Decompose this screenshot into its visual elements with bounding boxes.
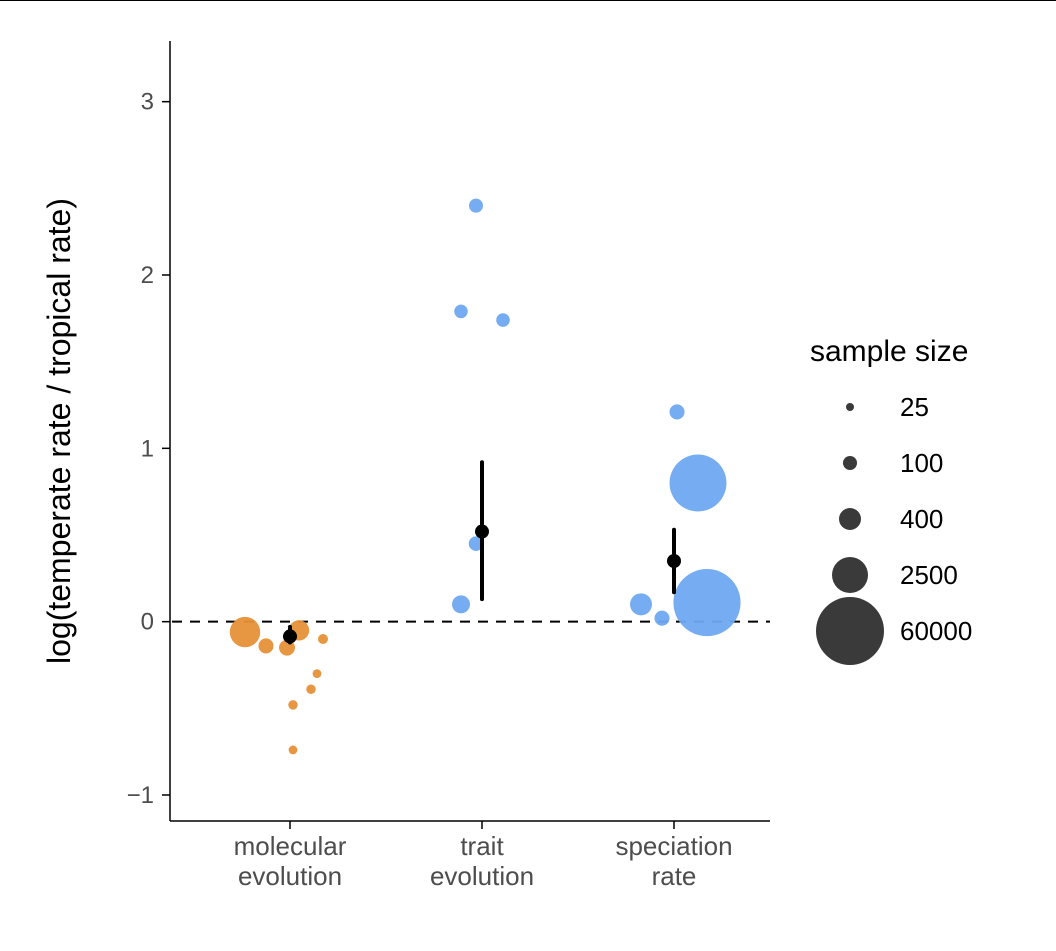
mean-marker <box>283 629 297 643</box>
x-category-label: molecular <box>234 831 347 861</box>
data-point <box>673 569 740 636</box>
summary-markers <box>283 462 681 643</box>
legend-swatch <box>839 508 861 530</box>
y-tick-label: 0 <box>141 609 154 636</box>
data-point <box>288 700 297 709</box>
legend-label: 25 <box>900 392 929 422</box>
data-point <box>630 593 652 615</box>
legend-swatch <box>832 557 868 593</box>
data-point <box>654 611 669 626</box>
legend-sample-size: sample size 25 100 400 2500 60000 <box>810 335 972 665</box>
legend-label: 60000 <box>900 616 972 646</box>
x-category-label: rate <box>652 861 697 891</box>
data-point <box>669 404 684 419</box>
data-point <box>670 455 727 512</box>
data-point <box>496 313 510 327</box>
legend-swatch <box>843 456 857 470</box>
mean-marker <box>475 525 489 539</box>
data-point <box>289 746 298 755</box>
y-tick-label: −1 <box>127 782 154 809</box>
data-point <box>454 305 468 319</box>
y-tick-label: 3 <box>141 89 154 116</box>
x-category-label: speciation <box>615 831 732 861</box>
x-category-label: evolution <box>430 861 534 891</box>
legend-swatch <box>816 597 884 665</box>
legend-label: 400 <box>900 504 943 534</box>
data-point <box>230 617 260 647</box>
data-point <box>452 595 470 613</box>
x-category-label: trait <box>460 831 504 861</box>
data-point <box>258 638 273 653</box>
y-axis-title: log(temperate rate / tropical rate) <box>41 198 77 664</box>
data-point <box>469 199 483 213</box>
data-points <box>230 199 741 755</box>
mean-marker <box>667 554 681 568</box>
x-category-label: evolution <box>238 861 342 891</box>
data-point <box>306 685 315 694</box>
legend-title: sample size <box>810 335 968 368</box>
data-point <box>313 669 322 678</box>
y-tick-label: 2 <box>141 262 154 289</box>
legend-label: 2500 <box>900 560 958 590</box>
data-point <box>318 634 328 644</box>
legend-swatch <box>846 403 854 411</box>
figure-container: −1 0 1 2 3 log(temperate rate / tropical rate… <box>0 0 1056 951</box>
scatter-chart: −1 0 1 2 3 log(temperate rate / tropical rate… <box>0 1 1056 951</box>
y-tick-label: 1 <box>141 435 154 462</box>
legend-label: 100 <box>900 448 943 478</box>
